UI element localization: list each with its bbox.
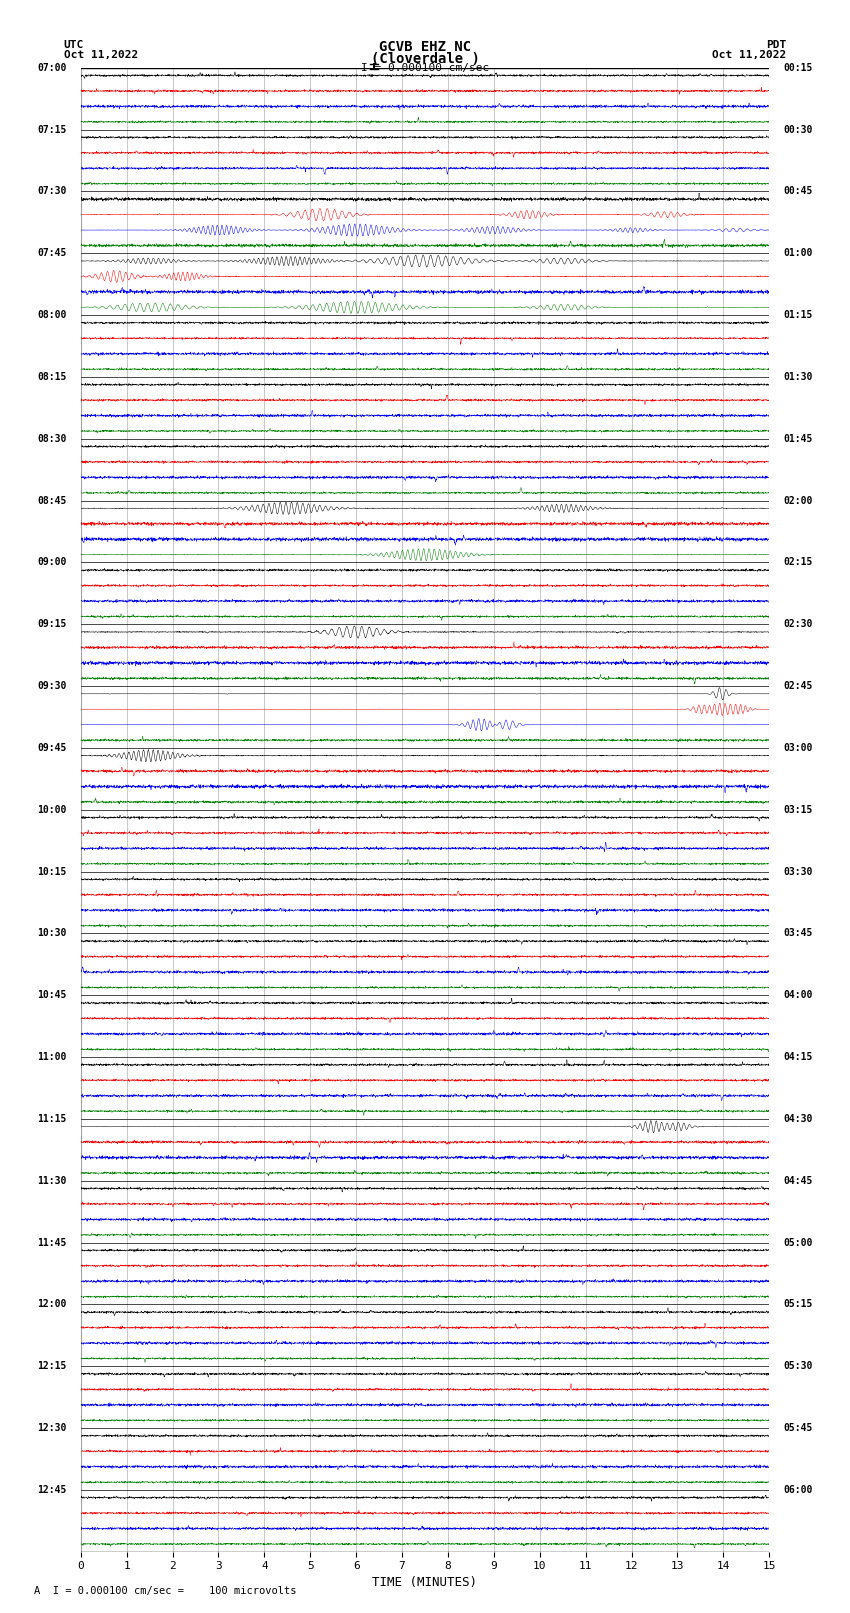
Text: 10:00: 10:00: [37, 805, 67, 815]
Text: 07:00: 07:00: [37, 63, 67, 73]
Text: 11:45: 11:45: [37, 1237, 67, 1247]
Text: UTC: UTC: [64, 40, 84, 50]
Text: 10:30: 10:30: [37, 929, 67, 939]
Text: 09:15: 09:15: [37, 619, 67, 629]
Text: 12:45: 12:45: [37, 1486, 67, 1495]
Text: (Cloverdale ): (Cloverdale ): [371, 52, 479, 66]
Text: 06:00: 06:00: [783, 1486, 813, 1495]
Text: 04:30: 04:30: [783, 1115, 813, 1124]
Text: 03:15: 03:15: [783, 805, 813, 815]
Text: 12:15: 12:15: [37, 1361, 67, 1371]
Text: 02:00: 02:00: [783, 495, 813, 505]
Text: 02:15: 02:15: [783, 558, 813, 568]
Text: 05:30: 05:30: [783, 1361, 813, 1371]
Text: Oct 11,2022: Oct 11,2022: [64, 50, 138, 60]
Text: 05:00: 05:00: [783, 1237, 813, 1247]
Text: 05:45: 05:45: [783, 1423, 813, 1432]
Text: 07:15: 07:15: [37, 124, 67, 134]
Text: 01:45: 01:45: [783, 434, 813, 444]
Text: PDT: PDT: [766, 40, 786, 50]
Text: 03:30: 03:30: [783, 866, 813, 876]
Text: 07:45: 07:45: [37, 248, 67, 258]
Text: 02:30: 02:30: [783, 619, 813, 629]
Text: 09:00: 09:00: [37, 558, 67, 568]
Text: 00:45: 00:45: [783, 187, 813, 197]
Text: 01:30: 01:30: [783, 373, 813, 382]
Text: 12:30: 12:30: [37, 1423, 67, 1432]
Text: 12:00: 12:00: [37, 1300, 67, 1310]
Text: 08:30: 08:30: [37, 434, 67, 444]
Text: 10:15: 10:15: [37, 866, 67, 876]
Text: 07:30: 07:30: [37, 187, 67, 197]
Text: 08:15: 08:15: [37, 373, 67, 382]
Text: I = 0.000100 cm/sec: I = 0.000100 cm/sec: [361, 63, 489, 73]
X-axis label: TIME (MINUTES): TIME (MINUTES): [372, 1576, 478, 1589]
Text: GCVB EHZ NC: GCVB EHZ NC: [379, 40, 471, 55]
Text: 01:15: 01:15: [783, 310, 813, 319]
Text: 10:45: 10:45: [37, 990, 67, 1000]
Text: 00:15: 00:15: [783, 63, 813, 73]
Text: 03:45: 03:45: [783, 929, 813, 939]
Text: 01:00: 01:00: [783, 248, 813, 258]
Text: 09:30: 09:30: [37, 681, 67, 690]
Text: 08:00: 08:00: [37, 310, 67, 319]
Text: 11:30: 11:30: [37, 1176, 67, 1186]
Text: 04:00: 04:00: [783, 990, 813, 1000]
Text: 09:45: 09:45: [37, 744, 67, 753]
Text: 03:00: 03:00: [783, 744, 813, 753]
Text: 04:45: 04:45: [783, 1176, 813, 1186]
Text: 00:30: 00:30: [783, 124, 813, 134]
Text: 11:15: 11:15: [37, 1115, 67, 1124]
Text: A  I = 0.000100 cm/sec =    100 microvolts: A I = 0.000100 cm/sec = 100 microvolts: [34, 1586, 297, 1595]
Text: Oct 11,2022: Oct 11,2022: [712, 50, 786, 60]
Text: 11:00: 11:00: [37, 1052, 67, 1061]
Text: 02:45: 02:45: [783, 681, 813, 690]
Text: 05:15: 05:15: [783, 1300, 813, 1310]
Text: 08:45: 08:45: [37, 495, 67, 505]
Text: 04:15: 04:15: [783, 1052, 813, 1061]
